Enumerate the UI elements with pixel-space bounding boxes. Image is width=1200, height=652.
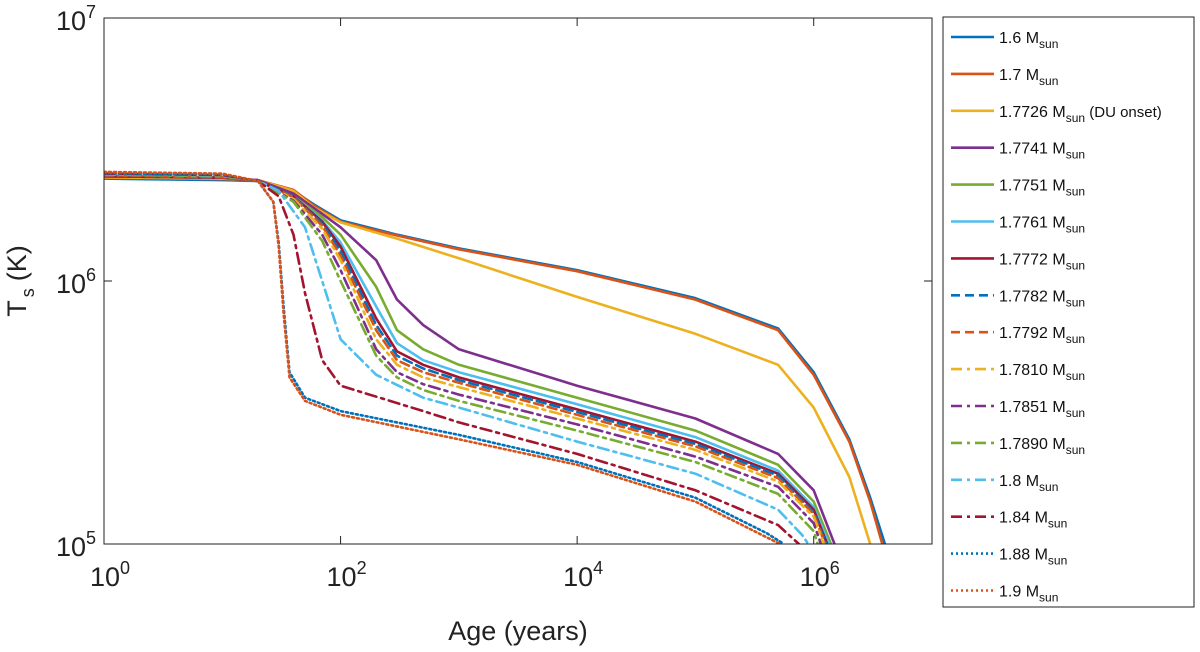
ticks-layer: 100 102 104 106 105 106 107: [56, 2, 932, 592]
legend-label-14: 1.88 Msun: [999, 547, 1067, 568]
plot-background: [104, 18, 932, 544]
x-tick-label-0: 100: [90, 558, 130, 592]
legend-label-5: 1.7761 Msun: [999, 215, 1085, 236]
legend-label-1: 1.7 Msun: [999, 67, 1058, 88]
x-tick-label-1: 102: [327, 558, 367, 592]
series-line-3: [104, 175, 836, 544]
y-axis-title: Ts (K): [2, 245, 38, 317]
svg-text:Ts(K): Ts (K): [2, 245, 38, 317]
x-tick-label-2: 104: [563, 558, 603, 592]
legend-label-2: 1.7726 Msun (DU onset): [999, 104, 1162, 125]
legend-label-8: 1.7792 Msun: [999, 325, 1085, 346]
legend-label-15: 1.9 Msun: [999, 584, 1058, 605]
y-tick-label-0: 105: [56, 528, 96, 562]
legend-label-0: 1.6 Msun: [999, 30, 1058, 51]
y-tick-label-2: 107: [56, 2, 96, 36]
series-line-15: [104, 170, 782, 544]
legend-box: [942, 16, 1195, 608]
legend-label-6: 1.7772 Msun: [999, 251, 1085, 272]
y-axis-title-unit: (K): [2, 245, 32, 281]
legend-label-7: 1.7782 Msun: [999, 288, 1085, 309]
y-axis-title-sub: s: [18, 288, 38, 297]
legend-label-11: 1.7890 Msun: [999, 436, 1085, 457]
legend-label-13: 1.84 Msun: [999, 510, 1067, 531]
series-line-12: [104, 172, 810, 544]
x-axis-title: Age (years): [448, 616, 588, 646]
legend-label-9: 1.7810 Msun: [999, 362, 1085, 383]
x-tick-label-3: 106: [800, 558, 840, 592]
y-tick-label-1: 106: [56, 265, 96, 299]
series-layer: [104, 170, 887, 544]
legend-label-4: 1.7751 Msun: [999, 178, 1085, 199]
legend-label-12: 1.8 Msun: [999, 473, 1058, 494]
legend: 1.6 Msun 1.7 Msun 1.7726 Msun (DU onset) 1.…: [951, 30, 1162, 605]
legend-label-10: 1.7851 Msun: [999, 399, 1085, 420]
series-line-13: [104, 172, 801, 544]
y-axis-title-main: T: [2, 300, 32, 317]
legend-label-3: 1.7741 Msun: [999, 141, 1085, 162]
